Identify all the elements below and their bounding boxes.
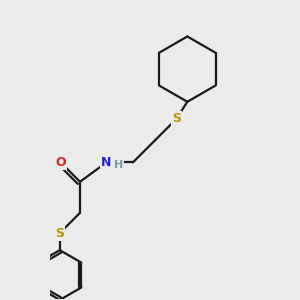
Text: S: S: [172, 112, 181, 125]
Text: N: N: [101, 156, 112, 169]
Text: S: S: [55, 226, 64, 240]
Text: O: O: [56, 156, 66, 169]
Text: H: H: [114, 160, 123, 170]
